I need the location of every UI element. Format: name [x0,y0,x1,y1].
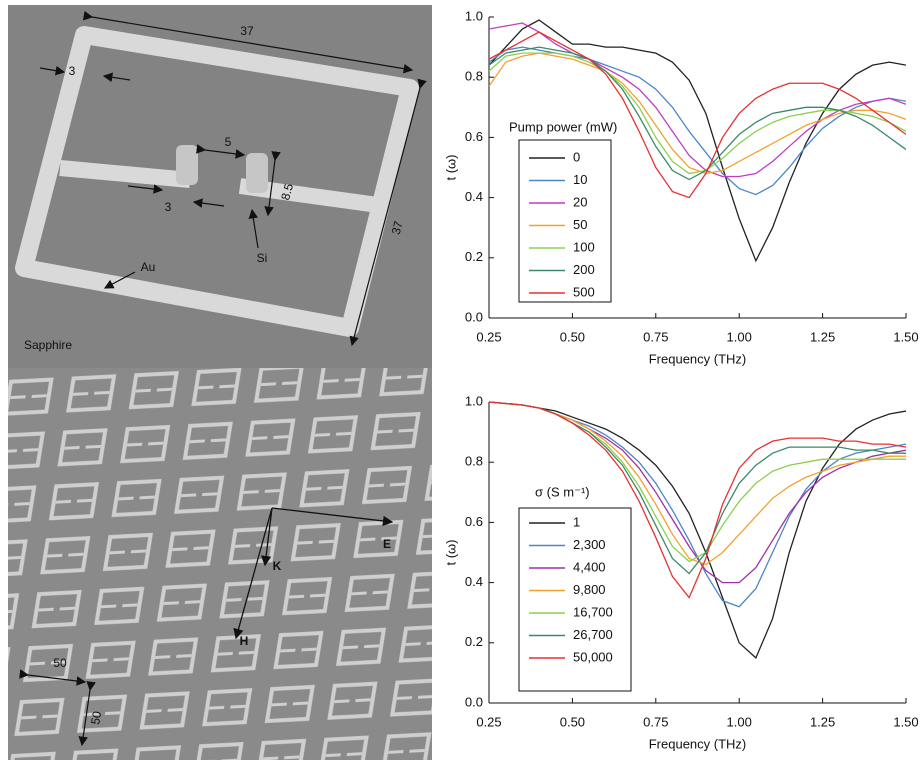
sem-image-single: 37 3 5 8.5 3 37 Au Si Sapphire [8,5,432,368]
legend-label: 200 [573,262,595,277]
y-tick-label: 0.0 [465,309,483,324]
image-label: 50 [88,710,104,726]
legend-title: Pump power (mW) [509,119,617,134]
legend-box [518,507,632,692]
x-tick-label: 1.25 [810,329,835,344]
series-line [489,46,906,181]
legend-label: 2,300 [573,537,606,552]
x-tick-label: 1.50 [893,714,918,729]
image-label: E [383,537,391,551]
x-tick-label: 1.00 [727,329,752,344]
y-tick-label: 0.4 [465,189,483,204]
series-line [489,19,906,263]
image-label: H [240,634,249,648]
y-tick-label: 0.6 [465,129,483,144]
legend-label: 20 [573,194,587,209]
y-axis-title: t (ω) [443,539,458,565]
x-axis-title: Frequency (THz) [649,351,747,366]
image-label: 5 [225,135,232,149]
image-label: K [273,559,282,573]
legend-box [518,139,612,303]
x-tick-label: 1.50 [893,329,918,344]
x-tick-label: 0.50 [560,714,585,729]
legend-label: 0 [573,149,580,164]
x-tick-label: 0.50 [560,329,585,344]
y-tick-label: 1.0 [465,393,483,408]
y-tick-label: 0.8 [465,454,483,469]
image-label: Au [141,260,156,274]
legend-title: σ (S m⁻¹) [535,484,590,499]
x-tick-label: 0.25 [476,329,501,344]
image-label: 3 [69,64,76,78]
legend-label: 1 [573,514,580,529]
y-tick-label: 1.0 [465,8,483,23]
x-tick-label: 0.25 [476,714,501,729]
image-label: 3 [165,200,172,214]
image-label: Si [257,251,268,265]
y-tick-label: 0.2 [465,634,483,649]
legend-label: 500 [573,284,595,299]
y-tick-label: 0.2 [465,249,483,264]
y-tick-label: 0.6 [465,514,483,529]
y-axis-title: t (ω) [443,154,458,180]
legend-label: 50 [573,217,587,232]
image-label: Sapphire [24,338,72,352]
legend-label: 26,700 [573,627,613,642]
image-label: 37 [240,24,254,38]
legend-label: 50,000 [573,649,613,664]
image-label: 8.5 [278,182,296,202]
sem-image-array: E K H 50 50 [8,368,432,760]
series-line [489,22,906,178]
x-tick-label: 0.75 [643,714,668,729]
x-axis-title: Frequency (THz) [649,736,747,751]
y-tick-label: 0.4 [465,574,483,589]
image-label: 37 [389,219,406,236]
series-line [489,52,906,175]
legend-label: 100 [573,239,595,254]
x-tick-label: 1.25 [810,714,835,729]
legend-label: 16,700 [573,604,613,619]
legend-label: 4,400 [573,559,606,574]
y-tick-label: 0.0 [465,694,483,709]
series-line [489,401,906,659]
legend-label: 10 [573,172,587,187]
series-line [489,31,906,199]
legend-label: 9,800 [573,582,606,597]
x-tick-label: 0.75 [643,329,668,344]
series-line [489,401,906,599]
x-tick-label: 1.00 [727,714,752,729]
y-tick-label: 0.8 [465,69,483,84]
image-label: 50 [53,656,67,670]
